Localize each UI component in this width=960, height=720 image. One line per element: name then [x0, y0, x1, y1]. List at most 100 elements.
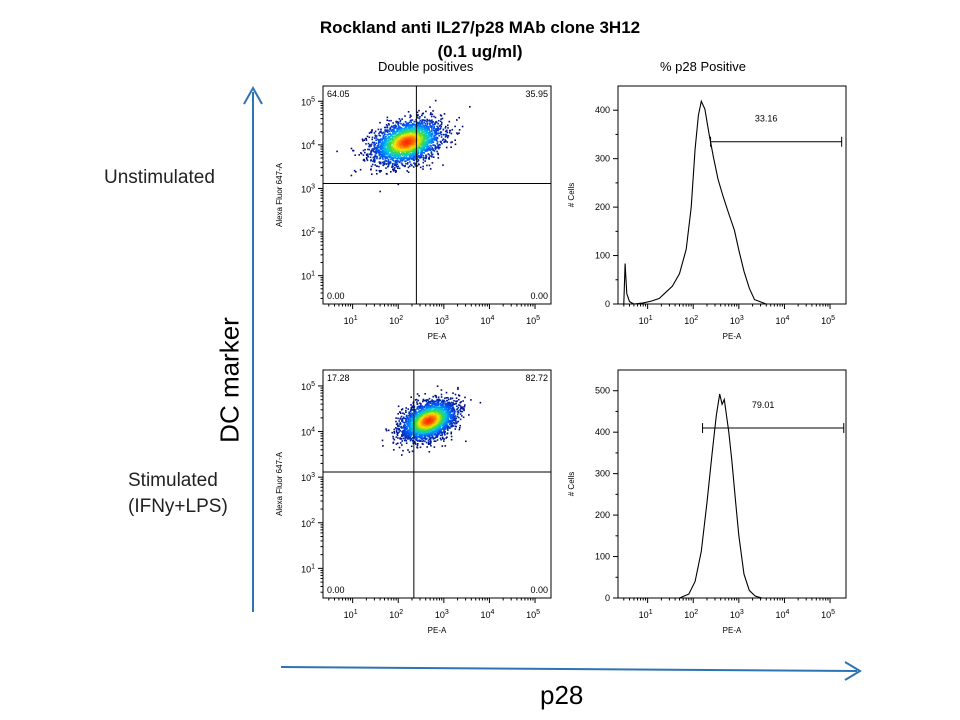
- event-dot: [440, 118, 442, 120]
- event-dot: [400, 146, 403, 148]
- event-dot: [427, 433, 429, 435]
- event-dot: [399, 422, 402, 424]
- event-dot: [447, 398, 450, 401]
- event-dot: [418, 121, 421, 123]
- event-dot: [461, 410, 464, 413]
- event-dot: [414, 133, 416, 135]
- event-dot: [401, 430, 403, 433]
- event-dot: [417, 415, 420, 417]
- event-dot: [442, 129, 445, 131]
- event-dot: [381, 161, 384, 164]
- event-dot: [372, 160, 374, 163]
- event-dot: [461, 415, 463, 417]
- event-dot: [435, 419, 438, 422]
- event-dot: [417, 129, 419, 131]
- event-dot: [442, 164, 444, 166]
- event-dot: [414, 146, 416, 148]
- event-dot: [447, 426, 450, 428]
- event-dot: [407, 171, 410, 173]
- event-dot: [379, 135, 382, 137]
- event-dot: [427, 145, 430, 148]
- event-dot: [399, 411, 401, 413]
- event-dot: [403, 155, 405, 158]
- event-dot: [382, 162, 385, 165]
- event-dot: [394, 140, 396, 143]
- event-dot: [423, 430, 425, 432]
- event-dot: [405, 136, 408, 139]
- event-dot: [391, 155, 394, 157]
- event-dot: [395, 137, 398, 139]
- event-dot: [380, 141, 382, 143]
- event-dot: [441, 121, 443, 124]
- event-dot: [395, 443, 398, 445]
- event-dot: [405, 142, 407, 144]
- event-dot: [402, 149, 405, 152]
- event-dot: [392, 442, 394, 444]
- event-dot: [397, 417, 399, 420]
- event-dot: [463, 409, 465, 412]
- event-dot: [411, 415, 414, 418]
- event-dot: [438, 415, 441, 418]
- event-dot: [398, 140, 400, 143]
- event-dot: [417, 443, 419, 445]
- event-dot: [385, 145, 388, 147]
- event-dot: [416, 158, 418, 160]
- event-dot: [431, 148, 433, 150]
- event-dot: [362, 149, 365, 152]
- event-dot: [375, 155, 377, 157]
- event-dot: [434, 404, 436, 407]
- event-dot: [396, 159, 399, 161]
- event-dot: [421, 119, 424, 122]
- event-dot: [411, 426, 413, 428]
- event-dot: [412, 166, 415, 168]
- event-dot: [405, 160, 407, 162]
- event-dot: [427, 136, 430, 138]
- event-dot: [406, 154, 408, 157]
- event-dot: [436, 141, 439, 143]
- event-dot: [436, 121, 438, 124]
- event-dot: [406, 147, 409, 150]
- event-dot: [422, 124, 424, 127]
- event-dot: [397, 138, 399, 141]
- event-dot: [390, 125, 393, 128]
- event-dot: [409, 415, 412, 418]
- plot-frame: [322, 85, 552, 305]
- event-dot: [395, 429, 398, 432]
- event-dot: [445, 134, 448, 137]
- x-tick-label: 104: [775, 315, 789, 326]
- event-dot: [431, 122, 434, 124]
- event-dot: [426, 120, 428, 123]
- event-dot: [416, 438, 418, 441]
- event-dot: [451, 408, 454, 410]
- event-dot: [417, 132, 419, 134]
- event-dot: [414, 139, 417, 141]
- event-dot: [429, 120, 432, 122]
- event-dot: [406, 435, 409, 437]
- event-dot: [362, 140, 364, 142]
- event-dot: [393, 143, 395, 146]
- event-dot: [420, 140, 422, 142]
- event-dot: [441, 427, 444, 429]
- event-dot: [419, 418, 421, 421]
- event-dot: [429, 131, 431, 134]
- event-dot: [367, 155, 370, 158]
- event-dot: [462, 416, 465, 419]
- event-dot: [435, 131, 437, 134]
- event-dot: [410, 406, 413, 409]
- event-dot: [409, 419, 412, 422]
- event-dot: [425, 110, 427, 113]
- event-dot: [416, 126, 419, 129]
- event-dot: [437, 119, 440, 122]
- event-dot: [437, 403, 440, 406]
- event-dot: [452, 392, 454, 394]
- event-dot: [430, 112, 432, 114]
- event-dot: [441, 139, 444, 141]
- event-dot: [443, 414, 446, 416]
- event-dot: [417, 137, 420, 139]
- event-dot: [378, 150, 381, 153]
- event-dot: [392, 165, 394, 168]
- event-dot: [400, 140, 402, 142]
- event-dot: [433, 150, 436, 152]
- event-dot: [373, 159, 375, 161]
- event-dot: [410, 138, 412, 141]
